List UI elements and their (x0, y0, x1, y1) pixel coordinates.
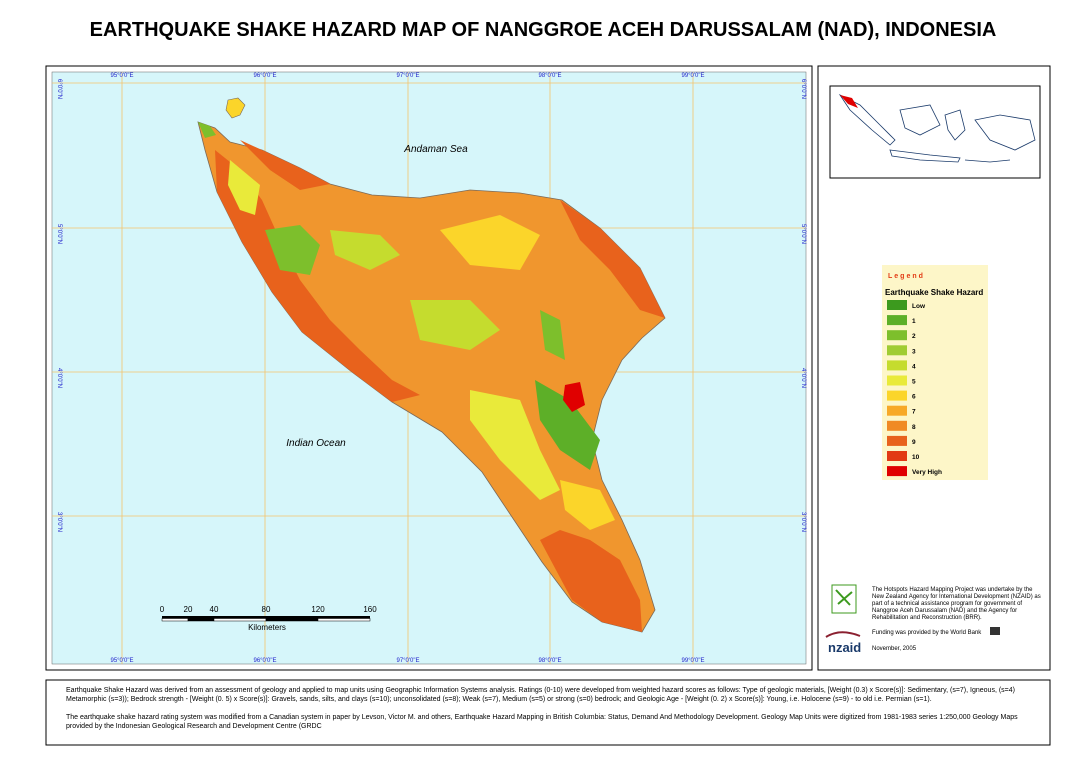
legend-swatch (887, 466, 907, 477)
longitude-label: 99°0'0"E (681, 73, 704, 79)
latitude-label: 3°0'0"N (800, 512, 806, 532)
scale-segment (317, 618, 371, 622)
nzaid-logo: nzaid (828, 640, 861, 655)
description: The earthquake shake hazard rating syste… (66, 714, 1018, 730)
legend-swatch (887, 345, 907, 356)
scale-segment (187, 618, 215, 622)
latitude-label: 6°0'0"N (56, 79, 62, 99)
legend-label: 2 (912, 333, 916, 340)
scale-unit: Kilometers (248, 623, 286, 632)
latitude-label: 5°0'0"N (800, 224, 806, 244)
world-bank-logo (990, 627, 1000, 635)
legend-label: Very High (912, 469, 942, 476)
legend-label: 3 (912, 348, 916, 355)
legend-swatch (887, 451, 907, 461)
legend-box (882, 265, 988, 480)
longitude-label: 98°0'0"E (538, 73, 561, 79)
scale-segment (266, 616, 318, 619)
legend-swatch (887, 360, 907, 371)
credits-project: The Hotspots Hazard Mapping Project was … (872, 587, 1041, 621)
longitude-label: 95°0'0"E (110, 658, 133, 664)
legend-swatch (887, 300, 907, 310)
latitude-label: 4°0'0"N (56, 368, 62, 388)
legend-swatch (887, 405, 907, 416)
longitude-label: 96°0'0"E (253, 73, 276, 79)
legend-label: 5 (912, 379, 916, 386)
legend-swatch (887, 375, 907, 386)
longitude-label: 99°0'0"E (681, 658, 704, 664)
longitude-label: 97°0'0"E (396, 73, 419, 79)
latitude-label: 3°0'0"N (56, 512, 62, 532)
scale-segment (213, 618, 267, 622)
credits-funding: Funding was provided by the World Bank (872, 630, 982, 636)
legend-swatch (887, 390, 907, 401)
legend-label: 8 (912, 424, 916, 431)
credits-date: November, 2005 (872, 646, 917, 652)
legend-swatch (887, 420, 907, 431)
longitude-label: 98°0'0"E (538, 658, 561, 664)
longitude-label: 96°0'0"E (253, 658, 276, 664)
sea-label: Andaman Sea (403, 144, 468, 155)
scale-segment (214, 616, 266, 619)
legend-label: 7 (912, 409, 916, 416)
description: Earthquake Shake Hazard was derived from… (66, 687, 1015, 703)
description-box (45, 679, 1051, 746)
scale-segment (162, 616, 188, 619)
scale-tick-label: 0 (160, 605, 165, 614)
longitude-label: 97°0'0"E (396, 658, 419, 664)
scale-segment (265, 618, 319, 622)
scale-segment (188, 616, 214, 619)
scale-tick-label: 80 (262, 605, 271, 614)
hotspots-logo-mark (835, 589, 853, 606)
legend-label: 4 (912, 363, 916, 370)
sea-label: Indian Ocean (286, 438, 346, 449)
scale-segment (318, 616, 370, 619)
inset-aoi (840, 95, 858, 108)
nzaid-swoosh (825, 631, 861, 638)
legend-swatch (887, 435, 907, 446)
legend-swatch (887, 315, 907, 326)
legend-label: 9 (912, 439, 916, 446)
inset-islands (838, 93, 1036, 163)
legend-swatch (887, 330, 907, 341)
latitude-label: 4°0'0"N (800, 368, 806, 388)
title: EARTHQUAKE SHAKE HAZARD MAP OF NANGGROE … (90, 19, 997, 41)
scale-tick-label: 40 (210, 605, 219, 614)
longitude-label: 95°0'0"E (110, 73, 133, 79)
legend-label: 10 (912, 454, 920, 461)
latitude-label: 5°0'0"N (56, 224, 62, 244)
legend-label: 6 (912, 394, 916, 401)
legend-title: Earthquake Shake Hazard (885, 288, 983, 297)
scale-tick-label: 20 (184, 605, 193, 614)
legend-heading: Legend (888, 273, 925, 280)
inset-map (829, 85, 1041, 179)
scale-tick-label: 160 (363, 605, 377, 614)
scale-tick-label: 120 (311, 605, 325, 614)
land (197, 97, 666, 633)
latitude-label: 6°0'0"N (800, 79, 806, 99)
legend-label: 1 (912, 318, 916, 325)
legend-label: Low (912, 303, 926, 310)
scale-segment (161, 618, 189, 622)
